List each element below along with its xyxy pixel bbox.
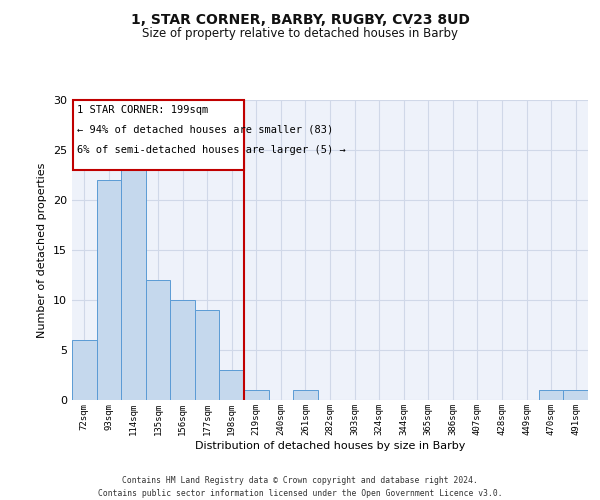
Bar <box>293 390 318 400</box>
FancyBboxPatch shape <box>73 100 244 170</box>
Text: 1, STAR CORNER, BARBY, RUGBY, CV23 8UD: 1, STAR CORNER, BARBY, RUGBY, CV23 8UD <box>131 12 469 26</box>
Bar <box>146 280 170 400</box>
Bar <box>563 390 588 400</box>
X-axis label: Distribution of detached houses by size in Barby: Distribution of detached houses by size … <box>195 440 465 450</box>
Bar <box>220 370 244 400</box>
Text: 1 STAR CORNER: 199sqm: 1 STAR CORNER: 199sqm <box>77 105 208 115</box>
Text: Contains HM Land Registry data © Crown copyright and database right 2024.
Contai: Contains HM Land Registry data © Crown c… <box>98 476 502 498</box>
Bar <box>539 390 563 400</box>
Bar <box>121 160 146 400</box>
Text: 6% of semi-detached houses are larger (5) →: 6% of semi-detached houses are larger (5… <box>77 145 346 155</box>
Bar <box>97 180 121 400</box>
Bar <box>244 390 269 400</box>
Text: Size of property relative to detached houses in Barby: Size of property relative to detached ho… <box>142 28 458 40</box>
Bar <box>195 310 220 400</box>
Bar <box>170 300 195 400</box>
Text: ← 94% of detached houses are smaller (83): ← 94% of detached houses are smaller (83… <box>77 125 333 135</box>
Y-axis label: Number of detached properties: Number of detached properties <box>37 162 47 338</box>
Bar <box>72 340 97 400</box>
